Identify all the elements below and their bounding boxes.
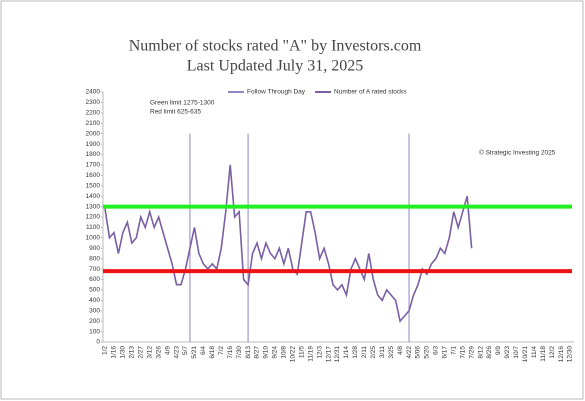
x-tick-label: 8/26 [486,346,493,359]
x-tick-label: 10/22 [290,346,297,363]
x-tick-label: 1/30 [120,346,127,359]
y-tick-label: 400 [89,297,100,304]
y-tick-label: 2000 [86,130,101,137]
y-tick-label: 500 [89,287,100,294]
y-tick-label: 1400 [86,193,101,200]
x-tick-label: 5/20 [424,346,431,359]
y-tick-label: 0 [96,339,100,346]
y-tick-label: 2400 [86,89,101,96]
x-tick-label: 8/12 [477,346,484,359]
y-tick-label: 800 [89,255,100,262]
y-tick-label: 600 [89,276,100,283]
x-tick-label: 6/17 [442,346,449,359]
x-tick-label: 11/19 [307,346,314,362]
x-tick-label: 7/2 [218,346,225,355]
x-tick-label: 2/11 [361,346,368,359]
x-tick-label: 12/31 [334,346,341,363]
x-tick-label: 4/22 [406,346,413,359]
annotation: © Strategic Investing 2025 [479,149,556,157]
x-tick-label: 11/5 [298,346,305,359]
x-tick-label: 5/21 [191,346,198,359]
y-tick-label: 2300 [86,99,101,106]
x-tick-label: 1/16 [111,346,118,359]
y-tick-label: 1700 [86,162,101,169]
y-tick-label: 1200 [86,214,101,221]
x-tick-label: 1/28 [352,346,359,359]
x-tick-label: 5/7 [182,346,189,355]
x-tick-label: 4/9 [164,346,171,355]
x-tick-label: 5/06 [415,346,422,359]
x-tick-label: 3/12 [146,346,153,359]
annotation: Green limit 1275-1300 [150,100,215,107]
x-tick-label: 11/4 [531,346,538,359]
chart-subtitle: Last Updated July 31, 2025 [187,58,363,75]
x-tick-label: 3/26 [155,346,162,359]
y-tick-label: 900 [89,245,100,252]
x-tick-label: 10/8 [281,346,288,359]
y-tick-label: 2200 [86,110,101,117]
annotation: Red limit 625-635 [150,109,201,116]
x-tick-label: 2/25 [370,346,377,359]
y-tick-label: 700 [89,266,100,273]
y-tick-label: 200 [89,318,100,325]
x-tick-label: 12/3 [316,346,323,359]
x-tick-label: 7/30 [236,346,243,359]
x-tick-label: 6/3 [433,346,440,355]
x-tick-label: 10/21 [522,346,529,363]
legend-label: Number of A rated stocks [334,89,407,96]
x-tick-label: 3/25 [388,346,395,359]
x-tick-label: 1/14 [343,346,350,359]
x-tick-label: 6/18 [209,346,216,359]
y-tick-label: 1000 [86,235,101,242]
y-tick-label: 1900 [86,141,101,148]
x-tick-label: 7/15 [459,346,466,359]
x-tick-label: 9/24 [272,346,279,359]
x-tick-label: 7/29 [468,346,475,359]
x-tick-label: 2/13 [129,346,136,359]
x-tick-label: 3/11 [379,346,386,359]
legend-label: Follow Through Day [247,89,306,96]
x-tick-label: 1/2 [102,346,109,355]
y-tick-label: 2100 [86,120,101,127]
data-line [104,164,473,323]
x-tick-label: 8/27 [254,346,261,359]
x-tick-label: 9/23 [504,346,511,359]
x-tick-label: 7/1 [450,346,457,355]
x-tick-label: 12/2 [549,346,556,359]
x-tick-label: 6/4 [200,346,207,355]
y-tick-label: 300 [89,307,100,314]
x-tick-label: 8/13 [245,346,252,359]
chart-title: Number of stocks rated "A" by Investors.… [129,38,422,55]
x-tick-label: 9/10 [263,346,270,359]
x-tick-label: 7/16 [227,346,234,359]
y-tick-label: 1500 [86,182,101,189]
x-tick-label: 12/16 [558,346,565,363]
x-tick-label: 12/30 [567,346,574,363]
x-tick-label: 4/8 [397,346,404,355]
y-tick-label: 1300 [86,203,101,210]
x-tick-label: 9/9 [495,346,502,355]
y-tick-label: 100 [89,328,100,335]
y-tick-label: 1600 [86,172,101,179]
x-tick-label: 10/7 [513,346,520,359]
x-tick-label: 11/18 [540,346,547,362]
y-tick-label: 1800 [86,151,101,158]
y-tick-label: 1100 [86,224,100,231]
x-tick-label: 12/17 [325,346,332,363]
x-tick-label: 4/23 [173,346,180,359]
x-tick-label: 2/27 [137,346,144,359]
